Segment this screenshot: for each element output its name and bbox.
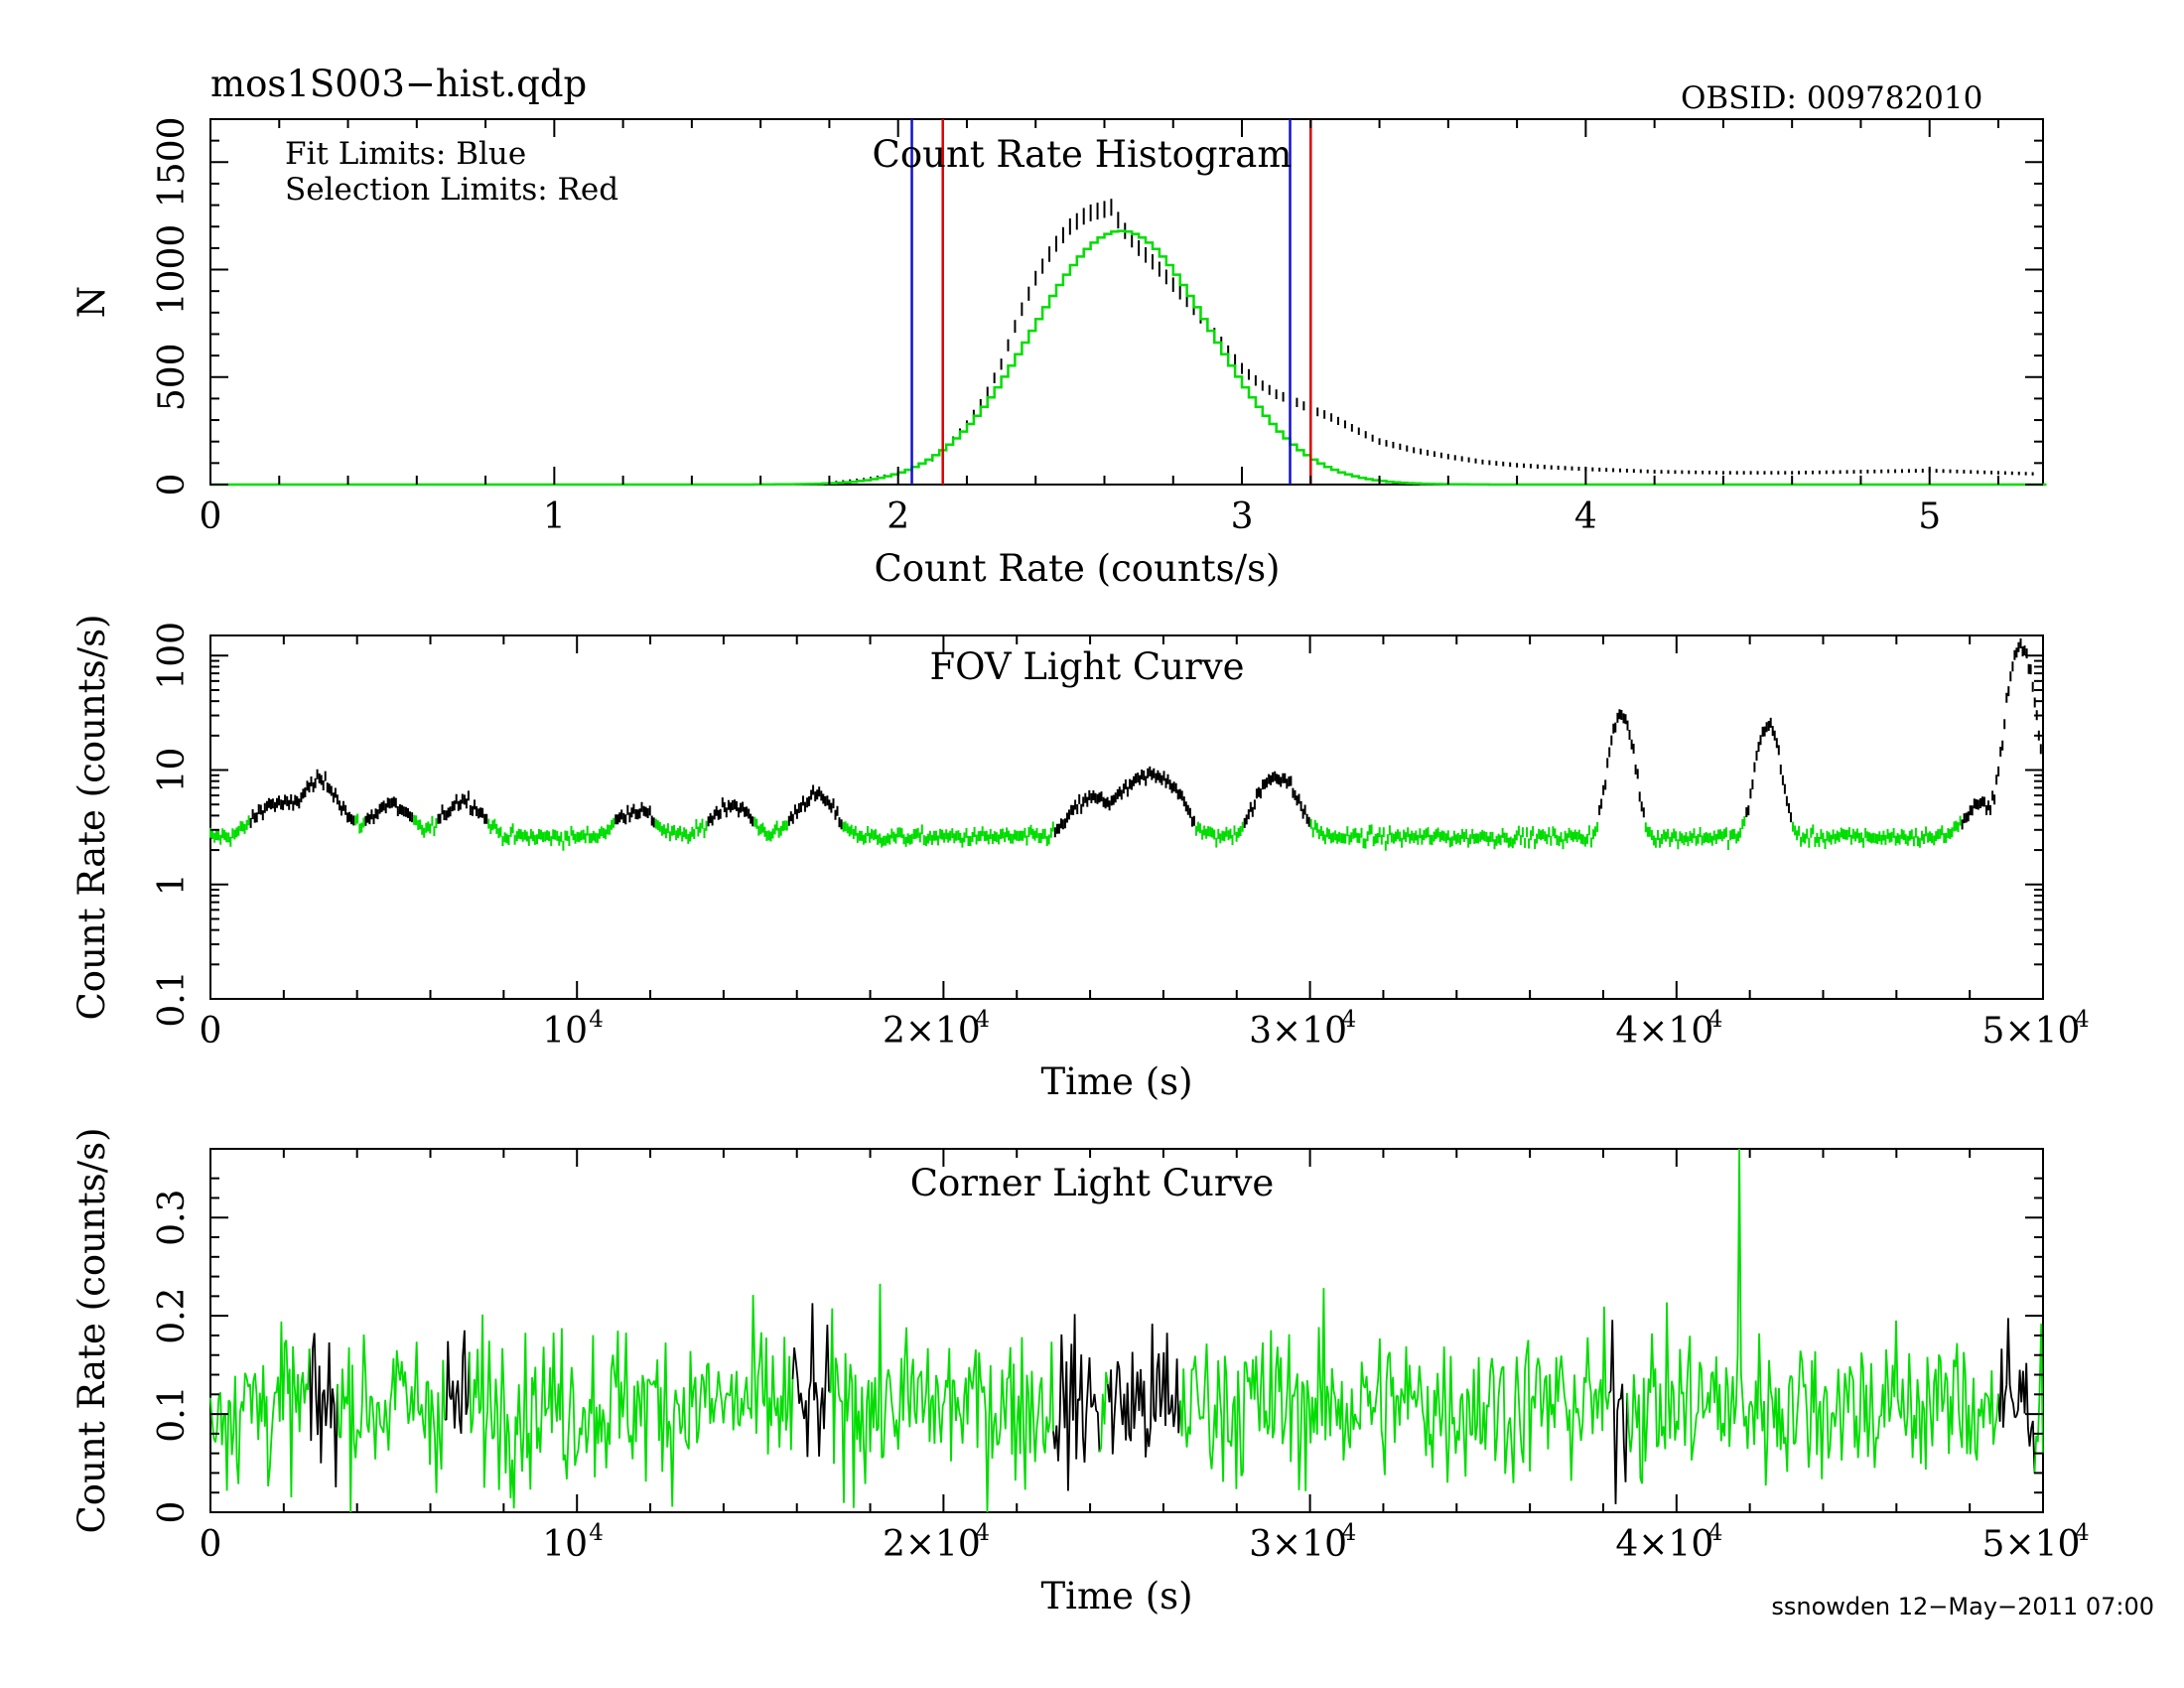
x-tick-exponent: 4 (1708, 1007, 1723, 1033)
histogram-title: Count Rate Histogram (873, 133, 1293, 176)
histogram-frame (209, 118, 2044, 486)
histogram-model-line (210, 229, 2047, 487)
x-tick-exponent: 4 (975, 1520, 990, 1546)
x-tick-label: 0 (200, 1524, 222, 1565)
fit-limits-note: Fit Limits: Blue (285, 136, 526, 172)
corner-flagged-line (308, 1303, 2036, 1504)
x-tick-exponent: 4 (1342, 1007, 1357, 1033)
y-tick-label: 0.3 (152, 1190, 193, 1246)
histogram-xlabel: Count Rate (counts/s) (874, 547, 1280, 590)
x-tick-label: 2 (887, 496, 909, 537)
fov-flagged-points (249, 637, 2044, 838)
y-tick-label: 0.1 (152, 1385, 193, 1442)
selection-limits-note: Selection Limits: Red (285, 172, 618, 208)
fov-ylabel: Count Rate (counts/s) (70, 614, 113, 1020)
y-tick-label: 0 (152, 474, 193, 496)
corner-title: Corner Light Curve (910, 1162, 1275, 1204)
y-tick-label: 0 (152, 1501, 193, 1524)
x-tick-label: 2×10 (883, 1011, 981, 1052)
y-tick-label: 1000 (152, 224, 193, 316)
x-tick-label: 4×10 (1615, 1524, 1713, 1565)
y-tick-label: 100 (152, 622, 193, 690)
x-tick-exponent: 4 (975, 1007, 990, 1033)
x-tick-exponent: 4 (2075, 1520, 2090, 1546)
histogram-ticks: 0 1 2 3 4 5 0 500 1000 1500 (152, 116, 2043, 537)
x-tick-label: 10 (542, 1524, 588, 1565)
x-tick-label: 3 (1231, 496, 1254, 537)
x-tick-label: 3×10 (1249, 1011, 1347, 1052)
x-tick-label: 0 (200, 1011, 222, 1052)
y-tick-label: 1500 (152, 116, 193, 208)
file-title: mos1S003−hist.qdp (210, 63, 587, 105)
fov-title: FOV Light Curve (929, 645, 1244, 688)
footer-stamp: ssnowden 12−May−2011 07:00 (1771, 1593, 2154, 1620)
x-tick-label: 3×10 (1249, 1524, 1347, 1565)
x-tick-label: 5×10 (1982, 1524, 2081, 1565)
x-tick-label: 4×10 (1615, 1011, 1713, 1052)
x-tick-label: 1 (543, 496, 566, 537)
x-tick-exponent: 4 (1342, 1520, 1357, 1546)
fov-frame (209, 634, 2044, 1000)
y-tick-label: 0.2 (152, 1288, 193, 1344)
x-tick-label: 0 (200, 496, 222, 537)
histogram-plot-area (210, 119, 2047, 487)
y-tick-label: 0.1 (152, 970, 193, 1027)
y-tick-label: 500 (152, 343, 193, 411)
x-tick-label: 5 (1918, 496, 1941, 537)
corner-plot-area (209, 1148, 2044, 1513)
fov-good-points (209, 813, 1962, 851)
fov-plot-area (209, 637, 2044, 851)
corner-ylabel: Count Rate (counts/s) (70, 1127, 113, 1533)
y-tick-label: 10 (152, 748, 193, 793)
histogram-ylabel: N (70, 286, 113, 318)
x-tick-label: 4 (1574, 496, 1597, 537)
x-tick-label: 5×10 (1982, 1011, 2081, 1052)
x-tick-exponent: 4 (589, 1520, 604, 1546)
corner-xlabel: Time (s) (1040, 1575, 1192, 1618)
corner-frame (209, 1148, 2044, 1513)
x-tick-exponent: 4 (1708, 1520, 1723, 1546)
x-tick-exponent: 4 (2075, 1007, 2090, 1033)
corner-good-line (209, 1148, 2044, 1513)
x-tick-label: 2×10 (883, 1524, 981, 1565)
obsid-label: OBSID: 009782010 (1681, 80, 1982, 116)
y-tick-label: 1 (152, 873, 193, 896)
x-tick-label: 10 (542, 1011, 588, 1052)
fov-xlabel: Time (s) (1040, 1060, 1192, 1103)
x-tick-exponent: 4 (589, 1007, 604, 1033)
